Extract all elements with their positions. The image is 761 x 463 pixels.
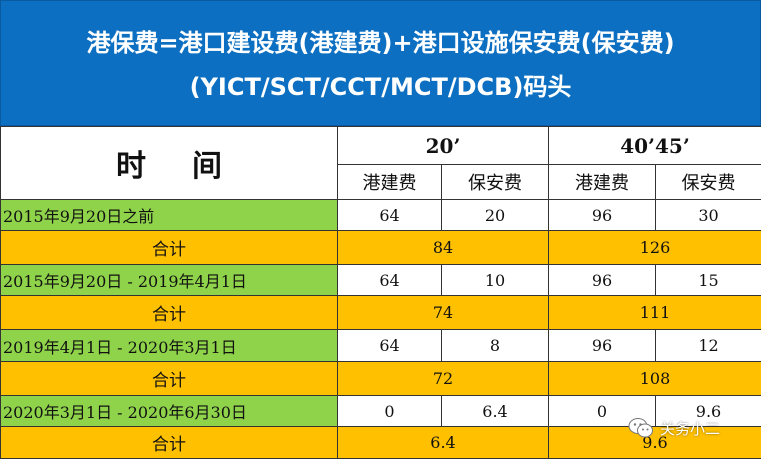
fee-cell: 96: [548, 264, 657, 296]
fee-cell: 10: [440, 264, 550, 296]
sum-row: 合计 84 126: [0, 230, 761, 265]
title-line-1: 港保费=港口建设费(港建费)+港口设施保安费(保安费): [86, 29, 675, 57]
fee-header: 港建费: [337, 164, 442, 200]
sum-40: 111: [548, 295, 761, 330]
fee-cell: 0: [548, 395, 657, 427]
sum-20: 74: [336, 295, 550, 330]
sum-row: 合计 6.4 9.6: [0, 426, 761, 459]
watermark-text: 关务小二: [660, 419, 721, 438]
fee-cell: 96: [548, 329, 657, 362]
period-label: 2015年9月20日之前: [0, 199, 338, 231]
watermark: 关务小二: [628, 416, 720, 440]
sum-40: 126: [548, 230, 761, 265]
fee-cell: 64: [337, 199, 442, 231]
sum-20: 84: [336, 230, 550, 265]
fee-cell: 12: [655, 329, 761, 362]
fee-cell: 64: [337, 264, 442, 296]
wechat-icon: [628, 418, 653, 438]
table-row: 2015年9月20日 - 2019年4月1日 64 10 96 15: [0, 264, 761, 296]
fee-cell: 64: [337, 329, 442, 362]
period-label: 2015年9月20日 - 2019年4月1日: [0, 264, 338, 296]
sum-label: 合计: [0, 361, 338, 396]
fee-cell: 96: [548, 199, 657, 231]
fee-table: 时间 20’ 40’45’ 港建费 保安费 港建费 保安费 2015年9月20日…: [0, 126, 761, 459]
fee-cell: 8: [440, 329, 550, 362]
fee-cell: 6.4: [440, 395, 550, 427]
fee-header: 港建费: [548, 164, 657, 200]
fee-cell: 9.6: [655, 395, 761, 427]
time-header: 时间: [0, 126, 338, 200]
sum-40: 9.6: [548, 426, 761, 459]
fee-cell: 30: [655, 199, 761, 231]
table-row: 2019年4月1日 - 2020年3月1日 64 8 96 12: [0, 329, 761, 362]
fee-cell: 15: [655, 264, 761, 296]
sum-20: 6.4: [336, 426, 550, 459]
sum-label: 合计: [0, 230, 338, 265]
size-40-45-header: 40’45’: [548, 126, 761, 165]
sum-row: 合计 74 111: [0, 295, 761, 330]
fee-cell: 0: [337, 395, 442, 427]
sum-label: 合计: [0, 295, 338, 330]
fee-header: 保安费: [440, 164, 550, 200]
period-label: 2020年3月1日 - 2020年6月30日: [0, 395, 338, 427]
table-row: 2020年3月1日 - 2020年6月30日 0 6.4 0 9.6: [0, 395, 761, 427]
title-banner: 港保费=港口建设费(港建费)+港口设施保安费(保安费) (YICT/SCT/CC…: [0, 0, 761, 126]
sum-20: 72: [336, 361, 550, 396]
sum-40: 108: [548, 361, 761, 396]
table-row: 2015年9月20日之前 64 20 96 30: [0, 199, 761, 231]
fee-header: 保安费: [655, 164, 761, 200]
period-label: 2019年4月1日 - 2020年3月1日: [0, 329, 338, 362]
sum-row: 合计 72 108: [0, 361, 761, 396]
sum-label: 合计: [0, 426, 338, 459]
size-20-header: 20’: [336, 126, 550, 165]
title-line-2: (YICT/SCT/CCT/MCT/DCB)码头: [189, 73, 572, 101]
fee-cell: 20: [440, 199, 550, 231]
